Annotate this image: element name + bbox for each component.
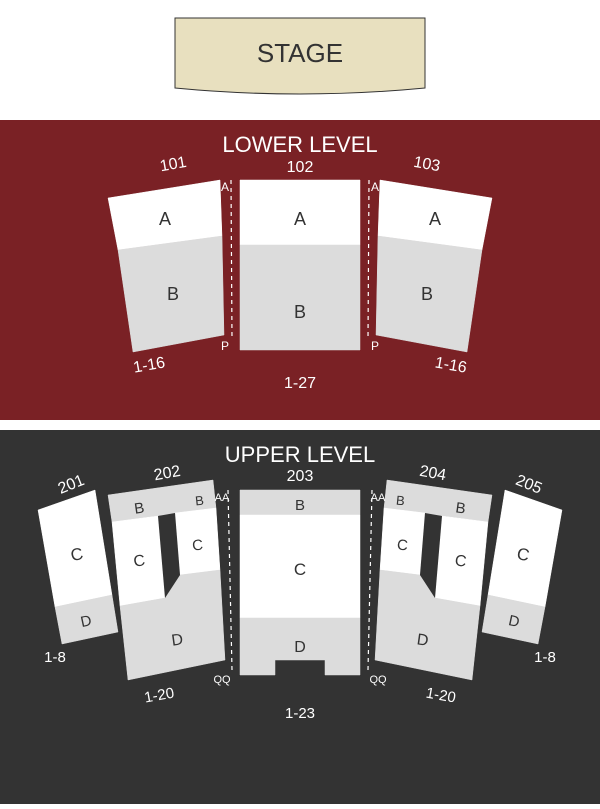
seating-chart-svg: STAGELOWER LEVEL101102103ABABABAAPP1-161…	[0, 0, 600, 804]
seat-label: B	[294, 302, 306, 322]
seat-label: B	[295, 497, 305, 514]
seat-label: C	[132, 552, 146, 570]
seat-label: P	[221, 339, 229, 353]
seat-label: P	[371, 339, 379, 353]
seat-label: 1-23	[285, 705, 315, 722]
seat-label: B	[194, 493, 204, 509]
seat-label: B	[395, 493, 405, 509]
seat-label: 203	[287, 468, 314, 485]
seat-label: A	[221, 180, 229, 194]
seat-label: A	[294, 209, 306, 229]
seat-label: 1-8	[534, 649, 556, 666]
seat-label: A	[371, 180, 379, 194]
seat-label: D	[170, 631, 184, 649]
seat-label: A	[159, 209, 171, 229]
seat-label: D	[294, 639, 306, 656]
seat-label: B	[421, 284, 433, 304]
seat-label: C	[191, 537, 203, 555]
lower-level-title: LOWER LEVEL	[222, 132, 377, 157]
seat-label: AA	[215, 492, 230, 504]
seat-label: AA	[371, 492, 386, 504]
seat-label: 1-27	[284, 375, 316, 392]
seat-label: QQ	[369, 674, 387, 686]
seat-label: B	[167, 284, 179, 304]
section-102-B[interactable]	[240, 245, 360, 350]
seat-label: 102	[287, 159, 314, 176]
seat-label: A	[429, 209, 441, 229]
seat-label: D	[416, 631, 430, 649]
stage-label: STAGE	[257, 38, 343, 68]
seat-label: C	[294, 560, 306, 579]
seat-label: 1-8	[44, 649, 66, 666]
seat-label: C	[396, 537, 408, 555]
seating-chart: STAGELOWER LEVEL101102103ABABABAAPP1-161…	[0, 0, 600, 804]
seat-label: QQ	[213, 674, 231, 686]
upper-level-title: UPPER LEVEL	[225, 442, 375, 467]
seat-label: C	[454, 552, 468, 570]
